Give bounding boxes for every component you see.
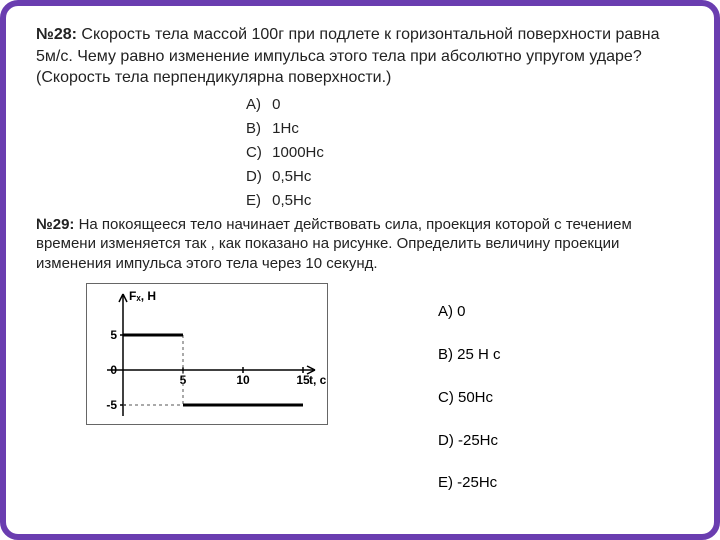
svg-text:0: 0 <box>110 363 117 377</box>
q28-number: №28: <box>36 26 77 43</box>
slide: №28: Скорость тела массой 100г при подле… <box>0 0 720 540</box>
svg-text:-5: -5 <box>106 398 117 412</box>
q28-option-c: C) 1000Нс <box>246 141 684 165</box>
q29-option-e: E) -25Нс <box>438 469 501 497</box>
q29-row: Fₓ, Нt, c-50551015 A) 0 B) 25 Н с C) 50Н… <box>36 283 684 512</box>
q29-text: №29: На покоящееся тело начинает действо… <box>36 215 684 274</box>
svg-text:10: 10 <box>236 373 250 387</box>
q28-option-e: E) 0,5Нс <box>246 189 684 213</box>
svg-text:15: 15 <box>296 373 310 387</box>
force-time-chart: Fₓ, Нt, c-50551015 <box>86 283 328 425</box>
q29-options: A) 0 B) 25 Н с C) 50Нс D) -25Нс E) -25Нс <box>438 283 501 512</box>
q28-option-b: B) 1Нс <box>246 117 684 141</box>
svg-text:5: 5 <box>110 328 117 342</box>
q29-option-c: C) 50Нс <box>438 384 501 412</box>
q29-body: На покоящееся тело начинает действовать … <box>36 216 632 272</box>
q28-option-d: D) 0,5Нс <box>246 165 684 189</box>
q29-number: №29: <box>36 216 74 233</box>
svg-text:t, c: t, c <box>309 373 327 387</box>
svg-text:Fₓ, Н: Fₓ, Н <box>129 289 156 303</box>
q28-text: №28: Скорость тела массой 100г при подле… <box>36 24 684 89</box>
chart-svg: Fₓ, Нt, c-50551015 <box>87 284 327 424</box>
q28-options: A) 0 B) 1Нс C) 1000Нс D) 0,5Нс E) 0,5Нс <box>246 93 684 213</box>
q29-option-b: B) 25 Н с <box>438 341 501 369</box>
q29-option-d: D) -25Нс <box>438 427 501 455</box>
q28-option-a: A) 0 <box>246 93 684 117</box>
q29-option-a: A) 0 <box>438 298 501 326</box>
q28-body: Скорость тела массой 100г при подлете к … <box>36 26 660 86</box>
